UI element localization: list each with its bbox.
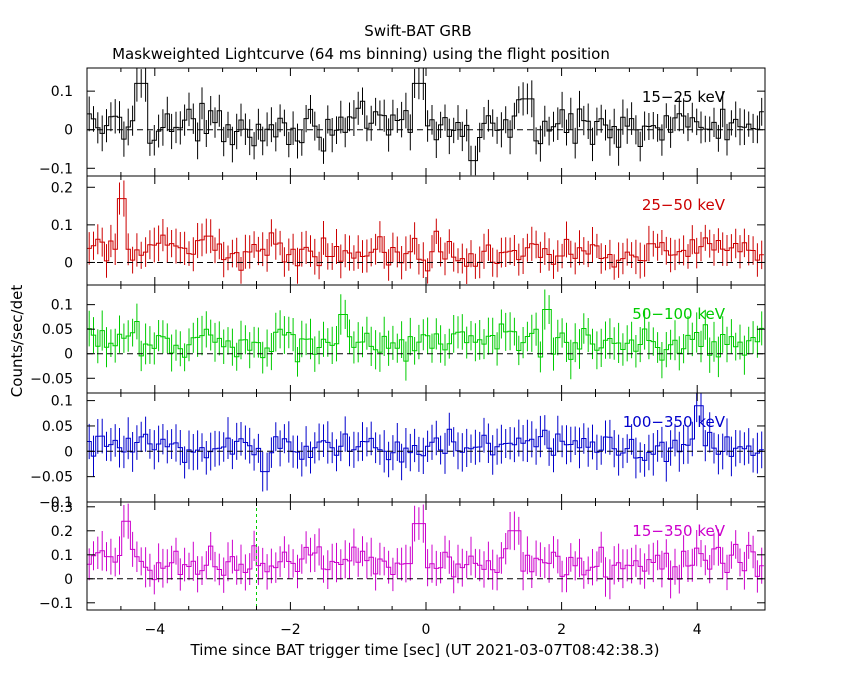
- error-bars: [88, 393, 763, 492]
- x-tick-label: 4: [693, 622, 702, 638]
- panel-3: −0.05 0 0.05 0.1 50−100 keV: [30, 284, 766, 394]
- series-group: [87, 503, 764, 600]
- y-tick-label: 0.1: [51, 298, 73, 314]
- panel-energy-label: 25−50 keV: [642, 196, 726, 214]
- y-tick-label: 0.1: [51, 84, 73, 100]
- y-tick-label: 0.05: [42, 322, 73, 338]
- y-tick-label: 0.05: [42, 419, 73, 435]
- panel-energy-label: 100−350 keV: [623, 413, 726, 431]
- series-group: [87, 393, 764, 492]
- series-line: [87, 82, 764, 162]
- y-tick-label: 0.1: [51, 394, 73, 410]
- series-line: [87, 405, 764, 473]
- panel-2: 0 0.1 0.2 25−50 keV: [51, 175, 766, 286]
- y-tick-label: −0.05: [30, 371, 73, 387]
- panel-5: −0.1 0 0.1 0.2 0.3 15−350 keV: [39, 500, 766, 612]
- y-tick-label: 0.2: [51, 180, 73, 196]
- y-tick-label: 0.1: [51, 548, 73, 564]
- y-tick-label: −0.1: [39, 596, 73, 612]
- y-tick-label: 0: [64, 572, 73, 588]
- y-tick-label: 0: [64, 255, 73, 271]
- y-tick-label: 0.3: [51, 500, 73, 516]
- x-tick-label: −4: [144, 622, 165, 638]
- x-tick-label: −2: [280, 622, 301, 638]
- x-tick-labels: −4 −2 0 2 4: [144, 622, 701, 638]
- y-tick-label: 0: [64, 444, 73, 460]
- y-tick-label: −0.1: [39, 495, 73, 511]
- x-tick-label: 0: [422, 622, 431, 638]
- panel-energy-label: 50−100 keV: [632, 305, 725, 323]
- chart-subtitle: Maskweighted Lightcurve (64 ms binning) …: [112, 45, 610, 63]
- y-axis-label: Counts/sec/det: [8, 285, 26, 398]
- series-group: [87, 180, 764, 284]
- panel-energy-label: 15−350 keV: [632, 522, 725, 540]
- y-tick-label: 0.1: [51, 218, 73, 234]
- y-tick-label: 0: [64, 123, 73, 139]
- panel-4: −0.1 −0.05 0 0.05 0.1 100−350 keV: [30, 392, 766, 511]
- y-tick-label: −0.1: [39, 161, 73, 177]
- series-line: [87, 198, 764, 272]
- y-tick-label: 0: [64, 347, 73, 363]
- panel-1: −0.1 0 0.1 15−25 keV: [39, 67, 766, 177]
- y-tick-label: −0.05: [30, 470, 73, 486]
- series-line: [87, 309, 764, 363]
- chart-title: Swift-BAT GRB: [364, 22, 471, 40]
- x-tick-label: 2: [557, 622, 566, 638]
- series-group: [87, 68, 764, 176]
- series-group: [87, 289, 764, 381]
- x-axis-label: Time since BAT trigger time [sec] (UT 20…: [190, 641, 660, 659]
- series-line: [87, 520, 764, 581]
- y-tick-label: 0.2: [51, 524, 73, 540]
- panel-energy-label: 15−25 keV: [642, 88, 726, 106]
